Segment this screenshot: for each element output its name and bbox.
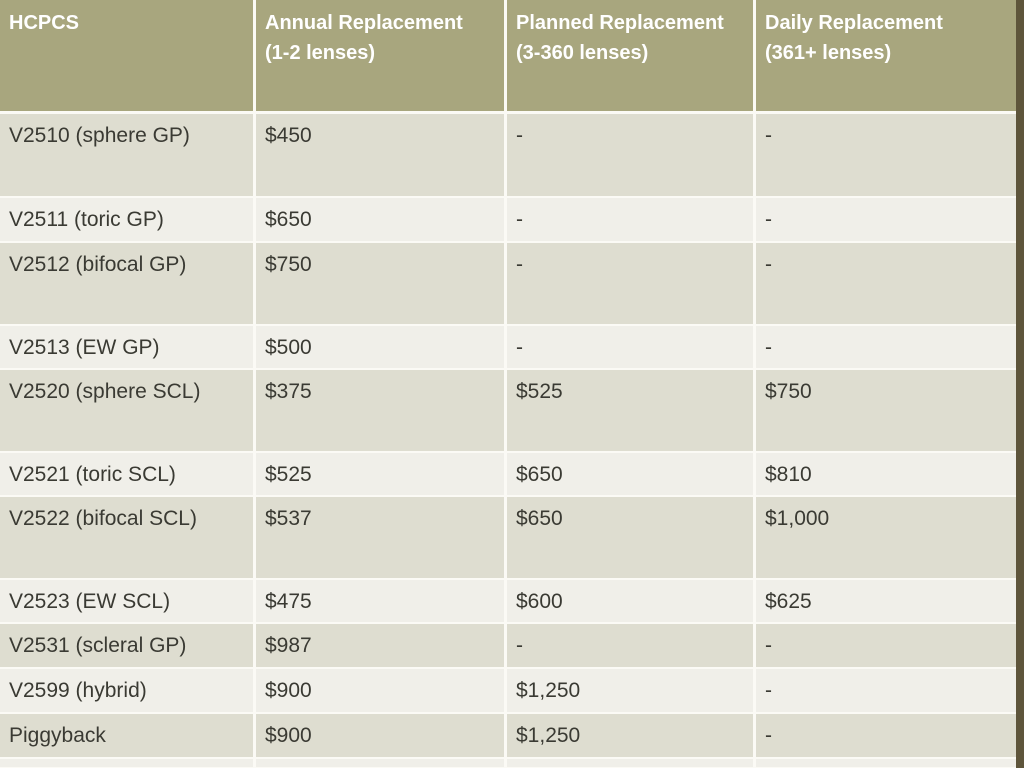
column-header-sublabel: (1-2 lenses) [265, 42, 376, 64]
cell-daily: - [756, 669, 1016, 712]
column-header-label: Planned Replacement [516, 12, 724, 34]
right-edge-strip [1016, 0, 1024, 768]
cell-hcpcs: V2522 (bifocal SCL) [0, 497, 253, 578]
cell-daily: $625 [756, 580, 1016, 622]
cell-annual: $987 [256, 624, 504, 667]
cell-planned: - [507, 624, 753, 667]
table-row: V2521 (toric SCL) $525 $650 $810 [0, 453, 1016, 495]
column-header-sublabel: (361+ lenses) [765, 42, 892, 64]
table-row: V2531 (scleral GP) $987- - [0, 624, 1016, 667]
cell-annual: $750 [256, 243, 504, 324]
cell-hcpcs: V2523 (EW SCL) [0, 580, 253, 622]
column-header-annual-replacement: Annual Replacement (1-2 lenses) [256, 0, 504, 111]
table-row: Piggyback $900 $1,250- [0, 714, 1016, 757]
cell-planned: - [507, 326, 753, 368]
cell-annual: $450 [256, 114, 504, 196]
column-header-planned-replacement: Planned Replacement (3-360 lenses) [507, 0, 753, 111]
cell-hcpcs: Piggyback [0, 714, 253, 757]
cell-daily: - [756, 198, 1016, 241]
cell-planned: $650 [507, 453, 753, 495]
cell-annual: $375 [256, 370, 504, 451]
cell-planned: - [507, 198, 753, 241]
cell-hcpcs: V2520 (sphere SCL) [0, 370, 253, 451]
cell-annual: $900 [256, 714, 504, 757]
table-row: V2510 (sphere GP) $450- - [0, 114, 1016, 196]
cell-hcpcs: V2511 (toric GP) [0, 198, 253, 241]
table-row: V2520 (sphere SCL) $375 $525 $750 [0, 370, 1016, 451]
cell-hcpcs: V2521 (toric SCL) [0, 453, 253, 495]
column-header-sublabel: (3-360 lenses) [516, 42, 649, 64]
cell-daily: - [756, 714, 1016, 757]
column-header-label: HCPCS [9, 12, 80, 34]
cell-daily: $750 [756, 370, 1016, 451]
column-header-daily-replacement: Daily Replacement (361+ lenses) [756, 0, 1016, 111]
cell-hcpcs: V2512 (bifocal GP) [0, 243, 253, 324]
cell-annual: $650 [256, 198, 504, 241]
cell-annual: $900 [256, 669, 504, 712]
cell-daily: - [756, 114, 1016, 196]
cell-annual: $500 [256, 326, 504, 368]
cell-planned: $525 [507, 370, 753, 451]
cell-daily: - [756, 243, 1016, 324]
table-row: V2523 (EW SCL) $475 $600 $625 [0, 580, 1016, 622]
cell-hcpcs: V2599 (hybrid) [0, 669, 253, 712]
cell-hcpcs: V2510 (sphere GP) [0, 114, 253, 196]
table-row: V2522 (bifocal SCL) $537 $650 $1,000 [0, 497, 1016, 578]
table-row: V2512 (bifocal GP) $750- - [0, 243, 1016, 324]
cell-annual: $537 [256, 497, 504, 578]
column-header-label: Daily Replacement [765, 12, 943, 34]
cell-planned: - [507, 243, 753, 324]
table-row: V2599 (hybrid) $900 $1,250- [0, 669, 1016, 712]
cell-planned: $1,250 [507, 669, 753, 712]
column-header-label: Annual Replacement [265, 12, 463, 34]
cell-daily: $1,000 [756, 497, 1016, 578]
partial-cell [756, 759, 1016, 767]
cell-hcpcs: V2531 (scleral GP) [0, 624, 253, 667]
cell-hcpcs: V2513 (EW GP) [0, 326, 253, 368]
table-row: V2513 (EW GP) $500- - [0, 326, 1016, 368]
partial-next-row [0, 759, 1016, 767]
partial-cell [0, 759, 253, 767]
partial-cell [507, 759, 753, 767]
cell-annual: $525 [256, 453, 504, 495]
cell-planned: - [507, 114, 753, 196]
table-row: V2511 (toric GP) $650- - [0, 198, 1016, 241]
table-header-row: HCPCS Annual Replacement (1-2 lenses) Pl… [0, 0, 1016, 111]
partial-cell [256, 759, 504, 767]
cell-planned: $650 [507, 497, 753, 578]
cell-planned: $1,250 [507, 714, 753, 757]
cell-annual: $475 [256, 580, 504, 622]
cell-daily: - [756, 624, 1016, 667]
table-body: V2510 (sphere GP) $450- - V2511 (toric GP) $… [0, 114, 1016, 757]
cell-daily: - [756, 326, 1016, 368]
cell-planned: $600 [507, 580, 753, 622]
column-header-hcpcs: HCPCS [0, 0, 253, 111]
cell-daily: $810 [756, 453, 1016, 495]
